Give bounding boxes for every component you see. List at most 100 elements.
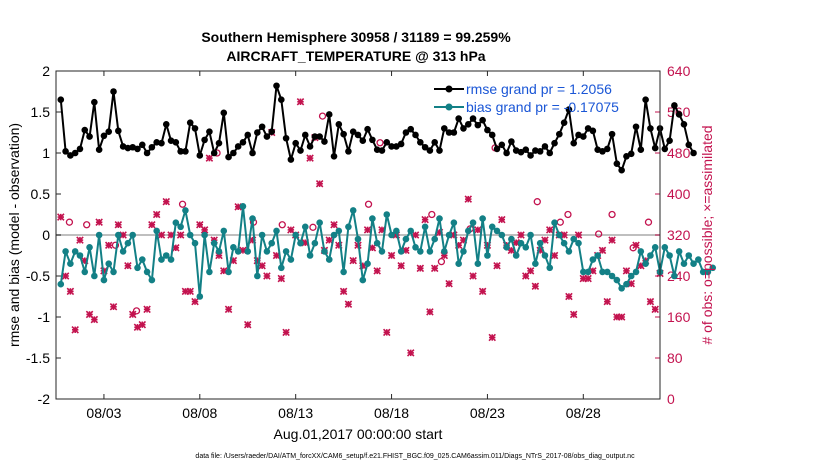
bias-point (608, 272, 616, 280)
obs-assimilated-point (574, 231, 583, 239)
bias-point (594, 252, 601, 259)
rmse-point (407, 125, 415, 133)
bias-point (354, 235, 362, 243)
obs-assimilated-point (272, 251, 281, 260)
bias-point (532, 260, 539, 268)
obs-assimilated-point (584, 274, 592, 283)
x-axis-label: Aug.01,2017 00:00:00 start (274, 426, 443, 442)
obs-assimilated-point (90, 315, 99, 324)
rmse-point (292, 139, 299, 147)
obs-assimilated-point (57, 213, 65, 221)
obs-assimilated-series (57, 97, 664, 357)
rmse-point (440, 125, 448, 132)
bias-point (498, 231, 506, 239)
obs-possible-point (564, 210, 572, 219)
bias-point (426, 248, 434, 255)
bias-point (115, 231, 122, 239)
bias-point (690, 260, 697, 268)
obs-possible-point (132, 307, 141, 315)
bias-point (460, 248, 467, 255)
rmse-point (560, 119, 568, 126)
bias-point (134, 264, 141, 272)
rmse-point (690, 149, 697, 157)
y-right-tick-label: 640 (667, 63, 691, 79)
rmse-point (417, 139, 424, 146)
bias-point (637, 248, 645, 255)
bias-point (143, 268, 151, 276)
bias-point (244, 248, 252, 255)
obs-assimilated-point (349, 256, 357, 265)
bias-point (589, 256, 597, 263)
bias-point (512, 252, 520, 259)
bias-point (182, 207, 189, 214)
rmse-point (431, 139, 438, 146)
rmse-point (503, 149, 510, 157)
obs-assimilated-point (478, 287, 487, 296)
obs-assimilated-point (632, 241, 640, 250)
rmse-point (220, 109, 228, 117)
rmse-point (100, 132, 108, 140)
obs-possible-point (533, 198, 541, 206)
rmse-point (354, 131, 362, 139)
rmse-point (162, 121, 170, 128)
rmse-point (546, 149, 554, 157)
rmse-point (642, 96, 649, 103)
rmse-point (637, 146, 645, 154)
y-right-tick-label: 160 (667, 309, 691, 325)
x-tick-label: 08/18 (374, 405, 409, 421)
rmse-point (215, 139, 223, 147)
rmse-point (335, 121, 343, 128)
obs-assimilated-point (421, 215, 429, 224)
rmse-point (196, 152, 204, 159)
bias-point (412, 244, 419, 251)
rmse-point (556, 130, 563, 138)
legend-bias-label: bias grand pr = -0.17075 (466, 99, 619, 115)
rmse-point (527, 152, 534, 159)
rmse-point (340, 130, 347, 138)
bias-point (421, 223, 429, 231)
bias-point (431, 235, 438, 243)
rmse-point (95, 146, 103, 154)
bias-series (57, 203, 717, 300)
rmse-point (364, 125, 371, 133)
rmse-point (460, 125, 467, 132)
rmse-point (81, 126, 89, 134)
rmse-point (455, 115, 462, 122)
bias-point (417, 248, 424, 255)
bias-point (695, 256, 702, 263)
rmse-point (651, 144, 659, 152)
rmse-point (613, 160, 621, 167)
bias-point (81, 268, 89, 276)
rmse-point (301, 131, 309, 139)
bias-point (407, 227, 415, 235)
obs-assimilated-point (651, 305, 659, 314)
rmse-point (105, 128, 113, 135)
obs-assimilated-point (71, 326, 79, 334)
obs-assimilated-point (488, 333, 496, 342)
obs-possible-point (178, 200, 187, 208)
rmse-point (278, 96, 285, 103)
rmse-point (671, 102, 678, 109)
y-axis-right-label: # of obs: o=possible; ×=assimilated (699, 125, 715, 344)
rmse-point (426, 147, 434, 154)
bias-point (67, 260, 74, 268)
bias-point (474, 260, 482, 268)
rmse-point (445, 129, 453, 136)
bias-point (503, 244, 510, 251)
obs-assimilated-point (282, 328, 290, 337)
rmse-point (580, 133, 587, 140)
rmse-point (316, 133, 323, 140)
rmse-point (397, 140, 405, 148)
bias-point (292, 231, 299, 239)
obs-assimilated-point (569, 310, 578, 319)
rmse-point (186, 119, 194, 126)
bias-point (364, 260, 371, 268)
y-left-tick-label: 0.5 (31, 186, 51, 202)
rmse-point (488, 131, 496, 139)
rmse-point (565, 106, 573, 113)
x-tick-label: 08/13 (278, 405, 313, 421)
obs-assimilated-point (104, 241, 113, 250)
bias-point (709, 264, 717, 272)
bias-point (282, 248, 290, 255)
rmse-point (287, 156, 295, 163)
